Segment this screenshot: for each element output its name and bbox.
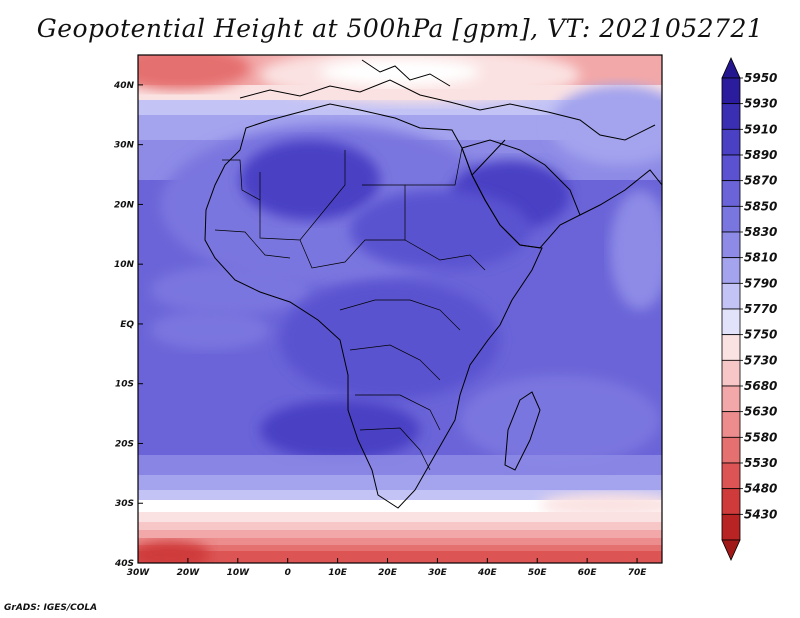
latitude-axis: 40N 30N 20N 10N EQ 10S 20S 30S 40S	[113, 81, 143, 569]
colorbar-level-label: 5930	[744, 97, 777, 111]
colorbar-segment	[721, 462, 741, 490]
colorbar-level-label: 5810	[744, 251, 777, 265]
lon-tick-label: 40E	[477, 568, 498, 578]
colorbar-segment	[721, 231, 741, 259]
lon-tick-label: 20E	[378, 568, 398, 578]
colorbar-level-label: 5770	[744, 302, 777, 316]
lat-tick-label: 10N	[114, 260, 135, 270]
height-field	[138, 55, 662, 563]
colorbar: 5950 5930 5910 5890 5870 5850 5830 5810 5790 5770…	[721, 57, 777, 561]
chart-title: Geopotential Height at 500hPa [gpm], VT:…	[36, 14, 764, 43]
colorbar-level-label: 5680	[744, 379, 777, 393]
colorbar-segment	[721, 180, 741, 207]
colorbar-level-label: 5750	[744, 328, 777, 342]
colorbar-segment	[721, 128, 741, 156]
colorbar-segment	[721, 436, 741, 464]
colorbar-segment	[721, 334, 741, 361]
political-borders	[214, 147, 486, 471]
colorbar-segment	[721, 359, 741, 387]
colorbar-level-label: 5950	[744, 71, 777, 85]
lon-tick-label: 0	[285, 568, 291, 578]
colorbar-top-arrow	[721, 57, 741, 79]
colorbar-level-label: 5850	[744, 199, 777, 213]
map-frame	[137, 54, 663, 564]
lon-tick-label: 10E	[328, 568, 348, 578]
colorbar-segment	[721, 77, 741, 105]
lat-tick-label: 40S	[114, 559, 134, 569]
colorbar-segment	[721, 513, 741, 541]
colorbar-segment	[721, 308, 741, 336]
colorbar-level-label: 5910	[744, 122, 777, 136]
colorbar-level-label: 5480	[744, 482, 777, 496]
colorbar-segment	[721, 205, 741, 233]
colorbar-level-label: 5890	[744, 148, 777, 162]
lon-tick-label: 10W	[227, 568, 251, 578]
colorbar-level-label: 5580	[744, 430, 777, 444]
lat-tick-label: 30S	[115, 499, 134, 509]
colorbar-level-label: 5870	[744, 174, 777, 188]
colorbar-segment	[721, 154, 741, 182]
colorbar-level-label: 5630	[744, 405, 777, 419]
lon-tick-label: 30W	[127, 568, 151, 578]
longitude-axis: 30W 20W 10W 0 10E 20E 30E 40E 50E 60E 70E	[127, 558, 647, 578]
lat-tick-label: 30N	[114, 141, 135, 151]
colorbar-segment	[721, 282, 741, 310]
lon-tick-label: 60E	[578, 568, 598, 578]
lat-tick-label: 10S	[115, 380, 134, 390]
colorbar-level-label: 5530	[744, 456, 777, 470]
colorbar-bottom-arrow	[721, 539, 741, 561]
lon-tick-label: 70E	[628, 568, 648, 578]
colorbar-segment	[721, 103, 741, 130]
colorbar-level-label: 5830	[744, 225, 777, 239]
lat-tick-label: 40N	[113, 81, 135, 91]
lat-tick-label: 20N	[114, 200, 135, 210]
lon-tick-label: 50E	[528, 568, 548, 578]
coastlines	[204, 59, 662, 509]
colorbar-segment	[721, 385, 741, 413]
colorbar-level-label: 5430	[744, 507, 777, 521]
colorbar-segment	[721, 411, 741, 438]
lon-tick-label: 20W	[177, 568, 201, 578]
colorbar-segment	[721, 257, 741, 284]
colorbar-segment	[721, 488, 741, 515]
lat-tick-label: 20S	[115, 439, 134, 449]
colorbar-level-label: 5730	[744, 353, 777, 367]
lon-tick-label: 30E	[428, 568, 448, 578]
colorbar-level-label: 5790	[744, 276, 777, 290]
grads-credit: GrADS: IGES/COLA	[4, 603, 98, 613]
lat-tick-label: EQ	[120, 320, 134, 330]
